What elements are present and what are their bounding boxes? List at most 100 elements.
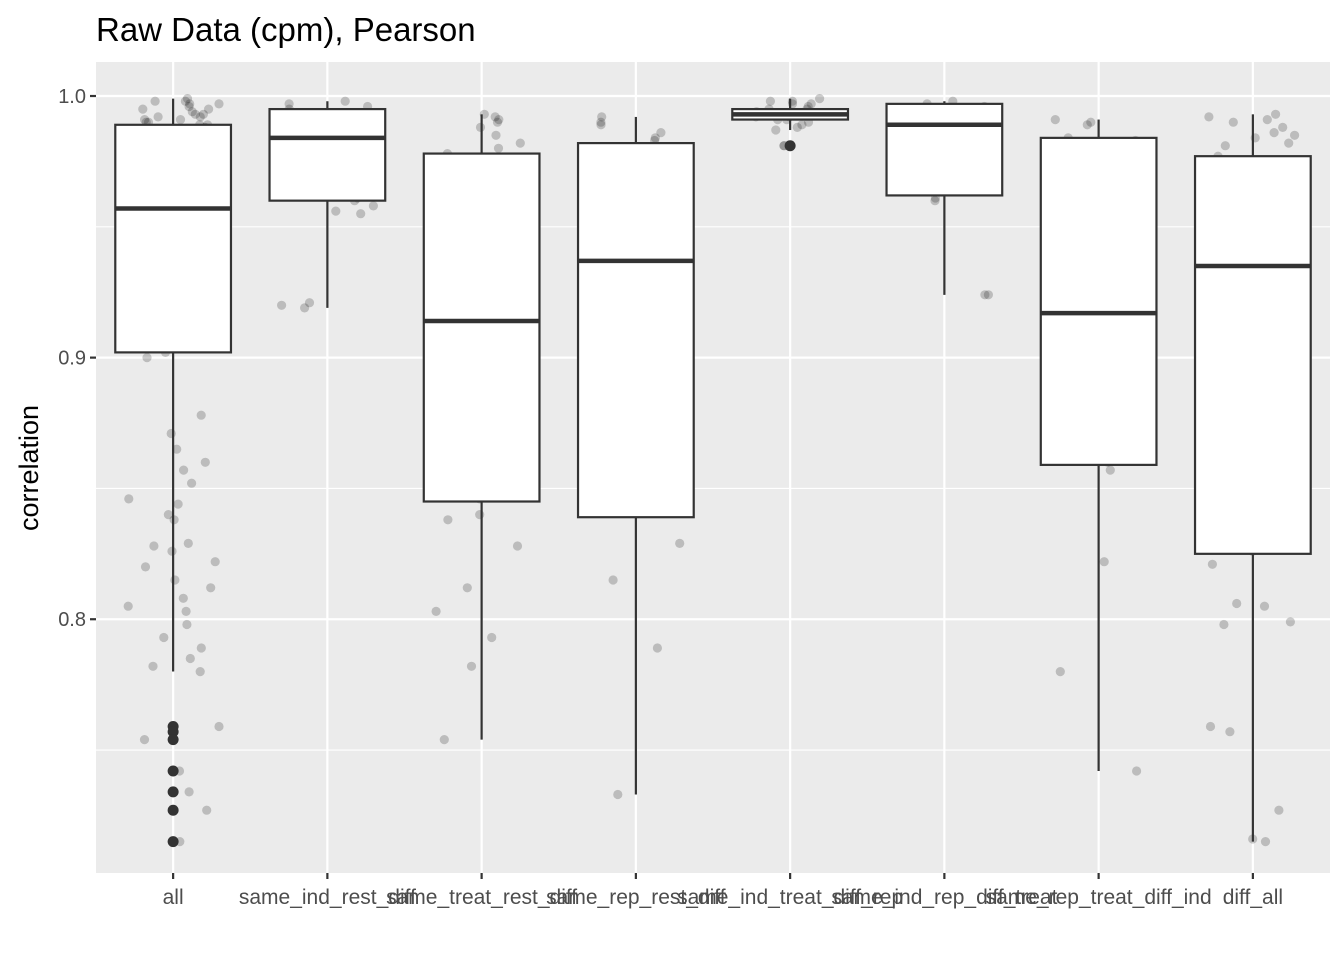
x-tick-label: same_ind_rep_diff_treat [831, 886, 1057, 909]
jitter-point [148, 661, 158, 671]
jitter-point [214, 99, 224, 109]
y-tick-label: 0.9 [58, 348, 86, 370]
jitter-point [150, 96, 160, 106]
jitter-point [178, 593, 188, 603]
jitter-point [1232, 598, 1242, 609]
outlier-point [784, 140, 796, 152]
jitter-point [124, 494, 134, 504]
jitter-point [1086, 117, 1096, 127]
box-iqr [268, 107, 387, 202]
jitter-point [190, 109, 200, 119]
boxplot-same_ind_treat_diff_rep [731, 98, 850, 152]
jitter-point [596, 117, 606, 127]
jitter-point [1105, 465, 1115, 475]
jitter-point [1285, 617, 1295, 627]
jitter-point [1055, 667, 1065, 677]
jitter-point [196, 410, 206, 420]
box-iqr [576, 142, 695, 519]
jitter-point [491, 130, 501, 140]
jitter-point [652, 643, 663, 653]
jitter-point [466, 661, 477, 671]
x-tick-label: same_rep_rest_diff [546, 886, 726, 909]
jitter-point [930, 196, 940, 206]
jitter-point [1290, 130, 1300, 140]
jitter-point [462, 583, 472, 593]
jitter-point [815, 94, 825, 104]
jitter-point [980, 290, 990, 300]
jitter-point [797, 120, 807, 130]
jitter-point [159, 632, 169, 643]
jitter-point [175, 115, 186, 125]
outlier-point [167, 734, 179, 746]
boxplot-same_rep_rest_diff [576, 116, 695, 795]
jitter-point [140, 562, 151, 572]
jitter-point [142, 353, 152, 363]
jitter-point [304, 298, 315, 308]
jitter-point [650, 133, 660, 143]
jitter-point [431, 606, 441, 617]
jitter-point [163, 509, 173, 520]
jitter-point [1204, 112, 1214, 122]
jitter-point [200, 457, 210, 467]
jitter-point [792, 122, 802, 132]
y-tick-label: 1.0 [58, 86, 86, 108]
outlier-point [167, 836, 179, 848]
jitter-point [439, 735, 449, 745]
jitter-point [331, 206, 341, 216]
jitter-point [1207, 559, 1217, 569]
jitter-point [138, 104, 148, 114]
jitter-point [210, 557, 220, 567]
jitter-point [613, 789, 623, 800]
jitter-point [183, 538, 193, 549]
boxplot-same_treat_rest_diff [422, 114, 541, 740]
box-iqr [1193, 155, 1312, 555]
jitter-point [490, 112, 500, 122]
jitter-point [187, 478, 197, 488]
jitter-point [1219, 619, 1229, 630]
jitter-point [765, 96, 776, 106]
jitter-point [1262, 115, 1272, 125]
jitter-point [166, 428, 176, 439]
box-iqr [114, 123, 233, 354]
outlier-point [167, 726, 179, 738]
x-tick-label: same_ind_rest_diff [239, 886, 416, 909]
jitter-point [172, 444, 182, 454]
plot-title: Raw Data (cpm), Pearson [96, 11, 476, 48]
box-iqr [422, 152, 541, 503]
x-tick-label: diff_all [1223, 886, 1283, 909]
jitter-point [1228, 117, 1238, 127]
jitter-point [656, 128, 666, 138]
jitter-point [1220, 141, 1230, 151]
axes: 0.8 0.9 1.0 all same_ind_rest_diffsame_treat… [58, 86, 1283, 909]
jitter-point [597, 112, 607, 122]
boxplot-same_ind_rep_diff_treat [885, 101, 1004, 295]
x-tick-label: same_ind_treat_diff_rep [677, 886, 903, 909]
x-tick-label: all [163, 886, 184, 909]
jitter-point [195, 667, 205, 677]
jitter-point [181, 606, 191, 617]
jitter-point [1132, 766, 1142, 776]
jitter-point [1274, 805, 1284, 815]
jitter-point [170, 575, 180, 585]
jitter-point [198, 109, 208, 119]
jitter-point [180, 96, 190, 106]
jitter-point [204, 104, 214, 114]
boxplot-diff_all [1193, 114, 1312, 842]
jitter-point [1050, 115, 1060, 125]
jitter-point [512, 541, 523, 551]
y-tick-label: 0.8 [58, 609, 86, 631]
jitter-point [515, 138, 525, 148]
outlier-point [167, 765, 179, 777]
outlier-point [167, 804, 179, 816]
jitter-point [173, 499, 183, 509]
jitter-point [139, 735, 150, 745]
jitter-point [494, 115, 504, 125]
jitter-point [493, 143, 504, 153]
jitter-point [596, 120, 606, 130]
jitter-point [1259, 601, 1270, 611]
jitter-point [214, 721, 224, 732]
jitter-point [182, 94, 193, 104]
jitter-point [983, 290, 994, 300]
jitter-point [487, 632, 497, 643]
